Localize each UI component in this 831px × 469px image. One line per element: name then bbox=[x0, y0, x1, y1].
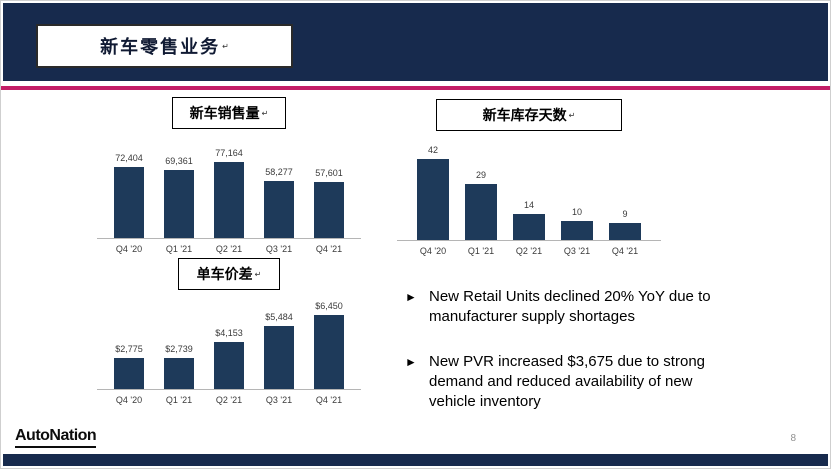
bar bbox=[264, 326, 294, 390]
bar-chart-area: $2,775 Q4 '20 $2,739 Q1 '21 $4,153 Q2 '21 $5,4… bbox=[97, 300, 361, 406]
bar-column: 29 Q1 '21 bbox=[465, 170, 497, 257]
bullet-arrow-icon: ► bbox=[405, 290, 417, 304]
x-axis-line bbox=[97, 389, 361, 390]
bar-category-label: Q3 '21 bbox=[265, 395, 293, 405]
bar-value-label: 42 bbox=[427, 145, 438, 155]
bar-value-label: 72,404 bbox=[115, 153, 143, 163]
bar-chart-area: 72,404 Q4 '20 69,361 Q1 '21 77,164 Q2 '21 58,2… bbox=[97, 139, 361, 255]
bar-column: 77,164 Q2 '21 bbox=[214, 148, 244, 255]
chart-title-box: 新车库存天数 ↵ bbox=[436, 99, 622, 131]
footer-band bbox=[3, 454, 828, 466]
bar-value-label: 10 bbox=[571, 207, 582, 217]
bar-category-label: Q2 '21 bbox=[215, 244, 243, 254]
bar-value-label: 29 bbox=[475, 170, 486, 180]
bar bbox=[214, 342, 244, 390]
accent-divider bbox=[1, 86, 830, 90]
bar-category-label: Q2 '21 bbox=[515, 246, 543, 256]
page-number: 8 bbox=[790, 433, 796, 444]
chart-title-box: 单车价差 ↵ bbox=[178, 258, 280, 290]
chart-title: 新车销售量 bbox=[189, 105, 260, 121]
bullet-arrow-icon: ► bbox=[405, 354, 417, 369]
bar-category-label: Q4 '21 bbox=[315, 395, 343, 405]
paragraph-mark-icon: ↵ bbox=[568, 110, 576, 120]
bar-value-label: $2,775 bbox=[115, 344, 143, 354]
bar-category-label: Q3 '21 bbox=[563, 246, 591, 256]
bar-column: 72,404 Q4 '20 bbox=[114, 153, 144, 255]
bar-column: $2,739 Q1 '21 bbox=[164, 344, 194, 406]
bar-value-label: 9 bbox=[622, 209, 628, 219]
bar-value-label: 69,361 bbox=[165, 156, 193, 166]
bar-column: 57,601 Q4 '21 bbox=[314, 168, 344, 255]
bar bbox=[417, 159, 449, 241]
bar-column: 58,277 Q3 '21 bbox=[264, 167, 294, 255]
bar-column: $6,450 Q4 '21 bbox=[314, 301, 344, 406]
bar-value-label: $2,739 bbox=[165, 344, 193, 354]
bar-column: 42 Q4 '20 bbox=[417, 145, 449, 257]
bar-value-label: 58,277 bbox=[265, 167, 293, 177]
bar-value-label: 57,601 bbox=[315, 168, 343, 178]
bar bbox=[164, 358, 194, 390]
bar-category-label: Q3 '21 bbox=[265, 244, 293, 254]
bar bbox=[164, 170, 194, 239]
paragraph-mark-icon: ↵ bbox=[254, 269, 262, 279]
chart-new-vehicle-sales: 新车销售量 ↵ 72,404 Q4 '20 69,361 Q1 '21 77,164 Q2 … bbox=[97, 97, 361, 255]
slide-title-box: 新车零售业务 ↵ bbox=[36, 24, 293, 68]
bar-value-label: $4,153 bbox=[215, 328, 243, 338]
bar-category-label: Q4 '21 bbox=[315, 244, 343, 254]
chart-pvr: 单车价差 ↵ $2,775 Q4 '20 $2,739 Q1 '21 $4,153 Q2 '… bbox=[97, 258, 361, 406]
bullet-text: New PVR increased $3,675 due to strong d… bbox=[429, 352, 705, 411]
bar bbox=[513, 214, 545, 241]
bar bbox=[214, 162, 244, 239]
slide-title: 新车零售业务 bbox=[100, 37, 221, 57]
bar bbox=[561, 221, 593, 241]
bar bbox=[114, 358, 144, 390]
paragraph-mark-icon: ↵ bbox=[222, 41, 229, 51]
bar-category-label: Q4 '20 bbox=[419, 246, 447, 256]
bar bbox=[609, 223, 641, 241]
autonation-logo: AutoNation bbox=[15, 427, 97, 448]
bar-chart-area: 42 Q4 '20 29 Q1 '21 14 Q2 '21 10 Q3 '21 9 Q4 '21 bbox=[397, 141, 661, 257]
bar-value-label: $5,484 bbox=[265, 312, 293, 322]
bar bbox=[465, 184, 497, 241]
bar bbox=[114, 167, 144, 239]
bar bbox=[264, 181, 294, 239]
bar-value-label: 14 bbox=[523, 200, 534, 210]
bar-category-label: Q1 '21 bbox=[467, 246, 495, 256]
x-axis-line bbox=[97, 238, 361, 239]
chart-title-box: 新车销售量 ↵ bbox=[172, 97, 286, 129]
chart-title: 新车库存天数 bbox=[482, 107, 567, 123]
bar-category-label: Q1 '21 bbox=[165, 395, 193, 405]
bar-column: $5,484 Q3 '21 bbox=[264, 312, 294, 406]
chart-new-vehicle-inventory-days: 新车库存天数 ↵ 42 Q4 '20 29 Q1 '21 14 Q2 '21 10 Q3 '21… bbox=[397, 99, 661, 257]
chart-title: 单车价差 bbox=[196, 266, 253, 282]
bullet-text: New Retail Units declined 20% YoY due to… bbox=[429, 288, 711, 326]
bar-column: $2,775 Q4 '20 bbox=[114, 344, 144, 406]
bar bbox=[314, 315, 344, 390]
x-axis-line bbox=[397, 240, 661, 241]
bar-column: 69,361 Q1 '21 bbox=[164, 156, 194, 255]
bar-category-label: Q2 '21 bbox=[215, 395, 243, 405]
bar-value-label: 77,164 bbox=[215, 148, 243, 158]
bar-column: $4,153 Q2 '21 bbox=[214, 328, 244, 406]
bar-column: 10 Q3 '21 bbox=[561, 207, 593, 257]
bar-category-label: Q4 '21 bbox=[611, 246, 639, 256]
key-points: ► New Retail Units declined 20% YoY due … bbox=[405, 287, 785, 436]
bullet-item: ► New Retail Units declined 20% YoY due … bbox=[405, 287, 785, 328]
paragraph-mark-icon: ↵ bbox=[261, 108, 269, 118]
bar-value-label: $6,450 bbox=[315, 301, 343, 311]
bullet-item: ► New PVR increased $3,675 due to strong… bbox=[405, 352, 785, 413]
bar-category-label: Q4 '20 bbox=[115, 244, 143, 254]
bar-column: 9 Q4 '21 bbox=[609, 209, 641, 257]
bar-category-label: Q1 '21 bbox=[165, 244, 193, 254]
bar-category-label: Q4 '20 bbox=[115, 395, 143, 405]
bar bbox=[314, 182, 344, 239]
bar-column: 14 Q2 '21 bbox=[513, 200, 545, 257]
